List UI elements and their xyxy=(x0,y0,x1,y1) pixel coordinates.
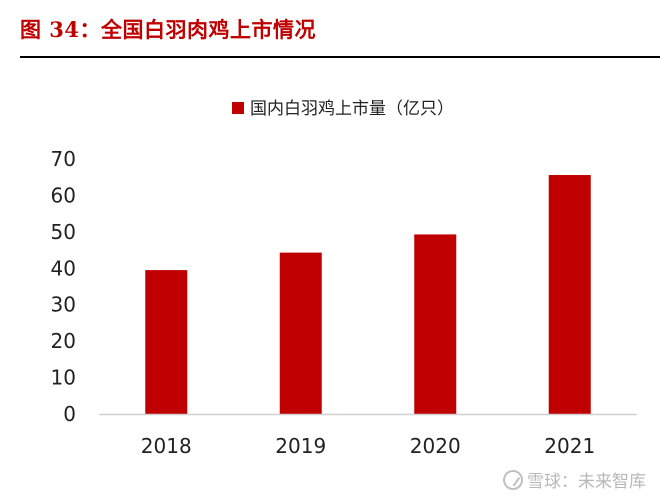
y-tick-label: 0 xyxy=(63,402,76,426)
legend-label: 国内白羽鸡上市量（亿只） xyxy=(250,99,454,119)
watermark: 雪球：未来智库 xyxy=(503,467,646,492)
y-tick-label: 50 xyxy=(51,220,76,244)
x-tick-label: 2018 xyxy=(141,434,192,458)
x-tick-label: 2019 xyxy=(275,434,326,458)
y-tick-label: 60 xyxy=(51,183,76,207)
y-tick-label: 30 xyxy=(51,293,76,317)
x-axis: 2018 2019 2020 2021 xyxy=(141,434,595,458)
legend-swatch xyxy=(232,102,244,114)
legend: 国内白羽鸡上市量（亿只） xyxy=(232,99,454,119)
bars xyxy=(145,175,591,414)
figure-title: 图 34：全国白羽肉鸡上市情况 xyxy=(20,17,317,42)
y-tick-label: 10 xyxy=(51,366,76,390)
bar xyxy=(279,252,322,414)
bar xyxy=(145,270,188,414)
y-tick-label: 40 xyxy=(51,256,76,280)
y-tick-label: 70 xyxy=(51,147,76,171)
y-axis: 0 10 20 30 40 50 60 70 xyxy=(51,147,76,426)
y-tick-label: 20 xyxy=(51,329,76,353)
bar xyxy=(548,175,591,414)
x-tick-label: 2020 xyxy=(410,434,461,458)
snowball-logo-icon xyxy=(503,469,523,490)
watermark-text: 雪球：未来智库 xyxy=(527,472,646,492)
x-tick-label: 2021 xyxy=(544,434,595,458)
bar xyxy=(414,234,457,414)
title-divider xyxy=(20,56,660,58)
